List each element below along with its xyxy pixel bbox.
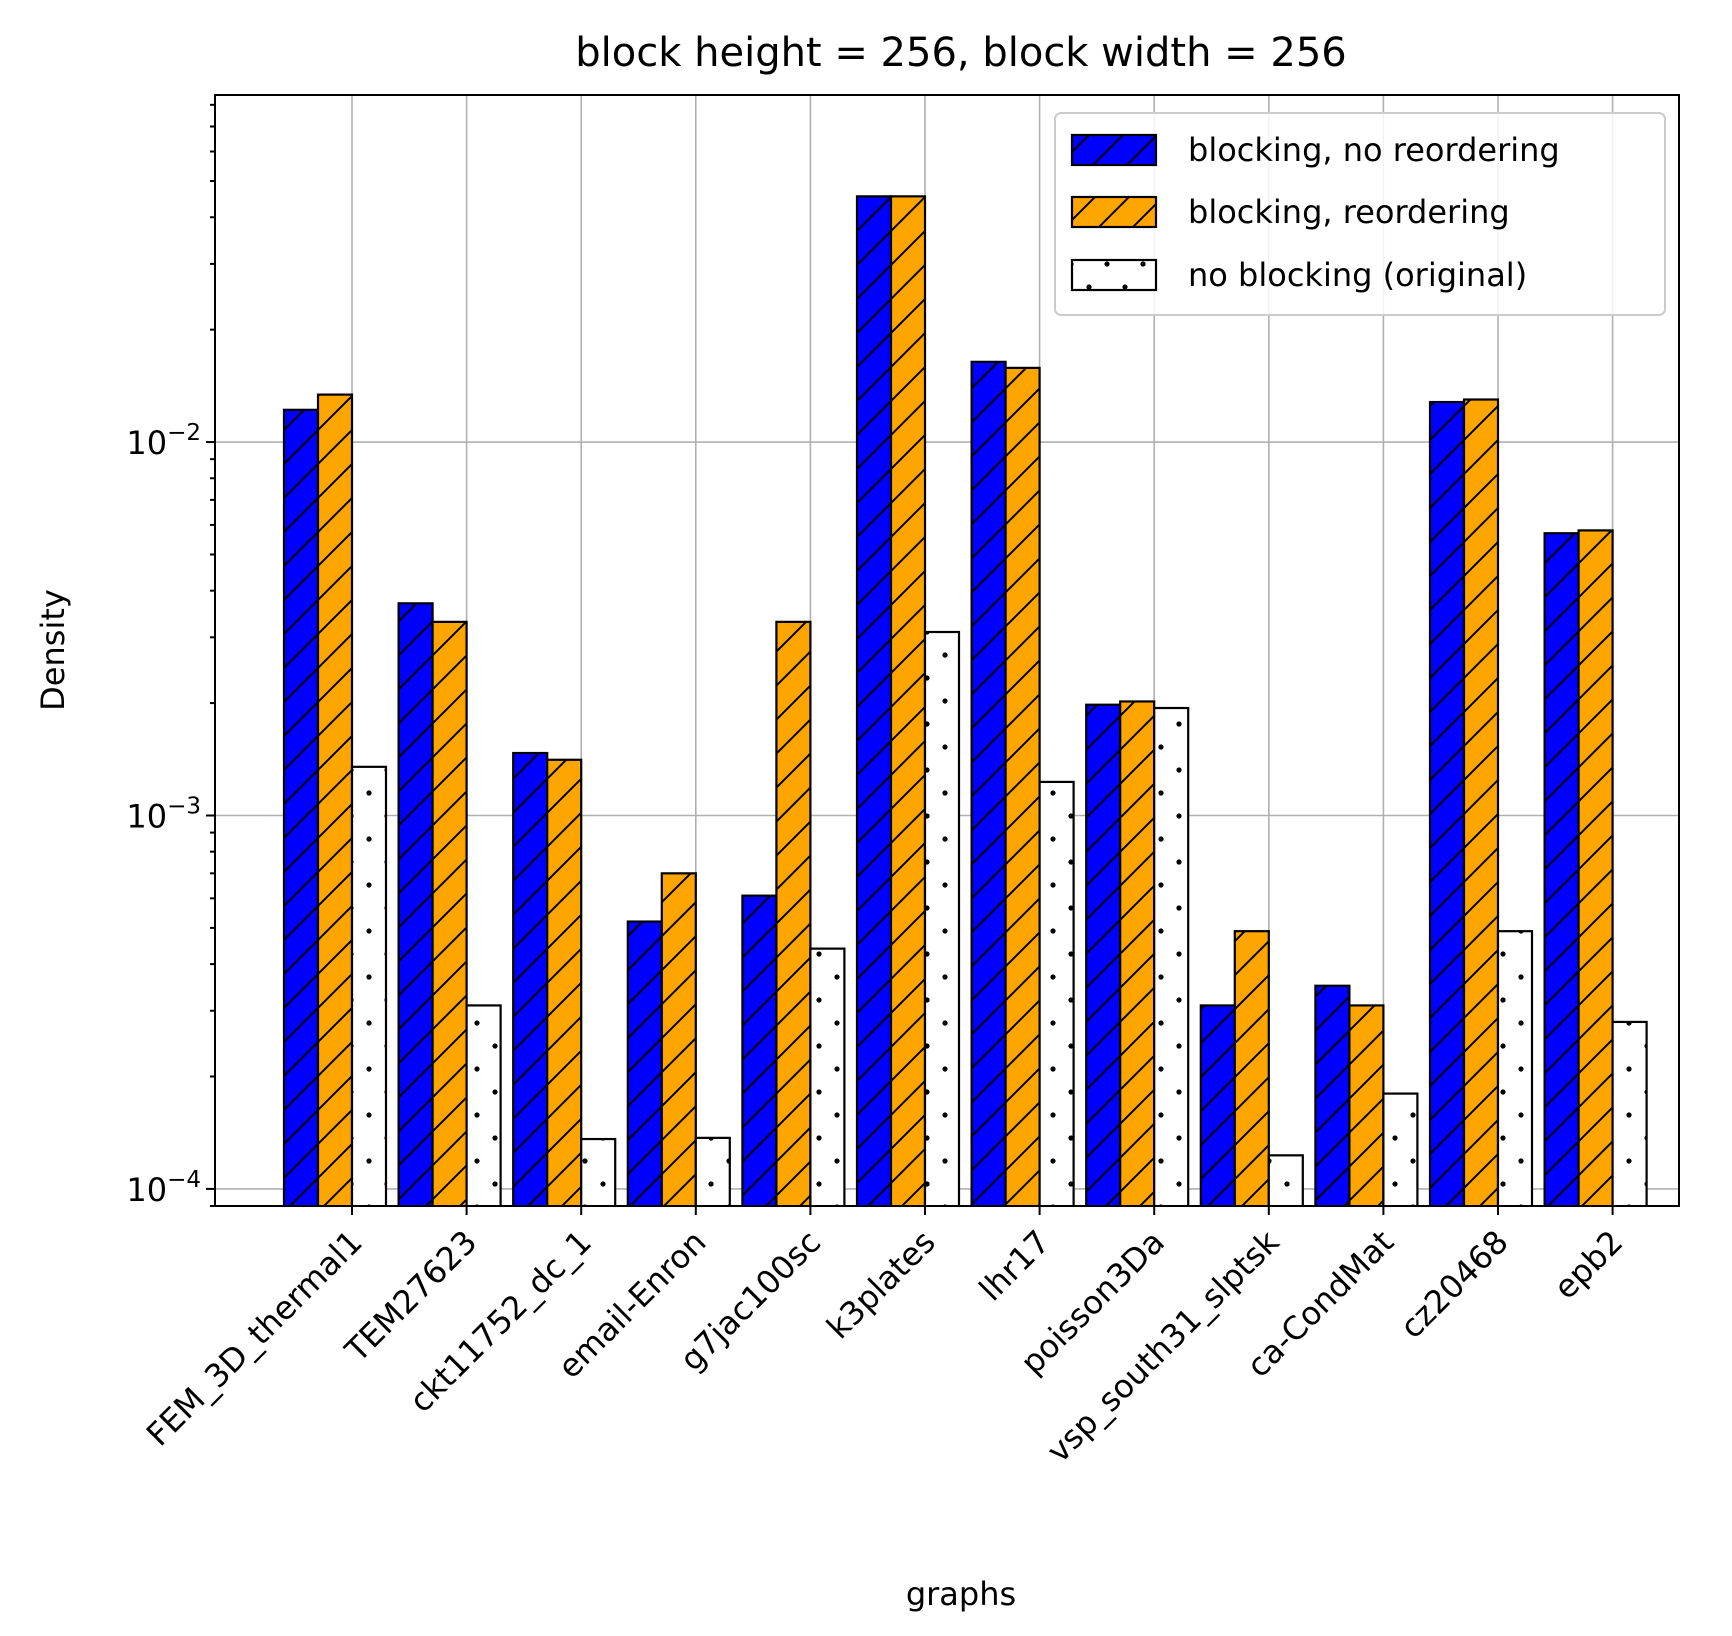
legend-label: blocking, reordering [1188, 193, 1510, 231]
bar [1119, 700, 1156, 1206]
bar [316, 393, 354, 1206]
bar [1611, 1020, 1648, 1206]
bar [1267, 1154, 1304, 1206]
legend-label: blocking, no reordering [1188, 131, 1560, 169]
y-axis-label: Density [34, 589, 72, 711]
bar [1382, 1092, 1419, 1206]
bar [694, 1136, 731, 1206]
bar [1085, 703, 1122, 1206]
bar [741, 894, 778, 1206]
bar [923, 630, 961, 1206]
bar [626, 920, 663, 1206]
y-tick-label: 10−2 [126, 420, 201, 462]
bar [970, 360, 1007, 1206]
x-ticks: FEM_3D_thermal1TEM27623ckt11752_dc_1emai… [139, 1206, 1630, 1470]
x-axis-label: graphs [906, 1575, 1016, 1613]
bar [1577, 529, 1614, 1206]
bar [809, 947, 846, 1206]
y-tick-label: 10−4 [126, 1167, 201, 1209]
bar [1496, 930, 1534, 1206]
bar [1543, 532, 1580, 1206]
bar [512, 751, 549, 1206]
y-ticks: 10−4 10−3 10−2 [126, 103, 215, 1209]
bar [1428, 400, 1466, 1206]
bars [282, 195, 1648, 1206]
x-tick-label: k3plates [819, 1223, 942, 1346]
bar [775, 620, 812, 1206]
bar [282, 408, 320, 1206]
bar [1233, 930, 1270, 1206]
bar [397, 602, 434, 1206]
bar [580, 1137, 617, 1206]
legend-swatch [1070, 258, 1158, 292]
legend-label: no blocking (original) [1188, 256, 1527, 294]
bar [350, 765, 388, 1206]
x-tick-label: cz20468 [1392, 1223, 1515, 1346]
x-tick-label: epb2 [1546, 1223, 1630, 1307]
legend-swatch [1070, 195, 1158, 229]
x-tick-label: FEM_3D_thermal1 [139, 1223, 370, 1454]
plot-frame [214, 94, 1680, 1207]
bar [889, 195, 927, 1206]
bar [431, 620, 468, 1206]
bar [1462, 398, 1500, 1206]
bar [1153, 706, 1190, 1206]
chart-title: block height = 256, block width = 256 [575, 30, 1346, 76]
bar [855, 195, 893, 1206]
legend-swatch [1070, 133, 1158, 167]
bar [1199, 1004, 1236, 1206]
legend-frame [1054, 112, 1666, 316]
legend: blocking, no reordering blocking, reorder… [1054, 112, 1666, 316]
bar [546, 758, 583, 1206]
x-tick-label: lhr17 [972, 1223, 1058, 1309]
bar [1004, 366, 1041, 1206]
bar [1038, 780, 1075, 1206]
bar [1348, 1004, 1385, 1206]
bar [660, 872, 697, 1206]
y-tick-label: 10−3 [126, 793, 201, 835]
bar [465, 1004, 502, 1206]
